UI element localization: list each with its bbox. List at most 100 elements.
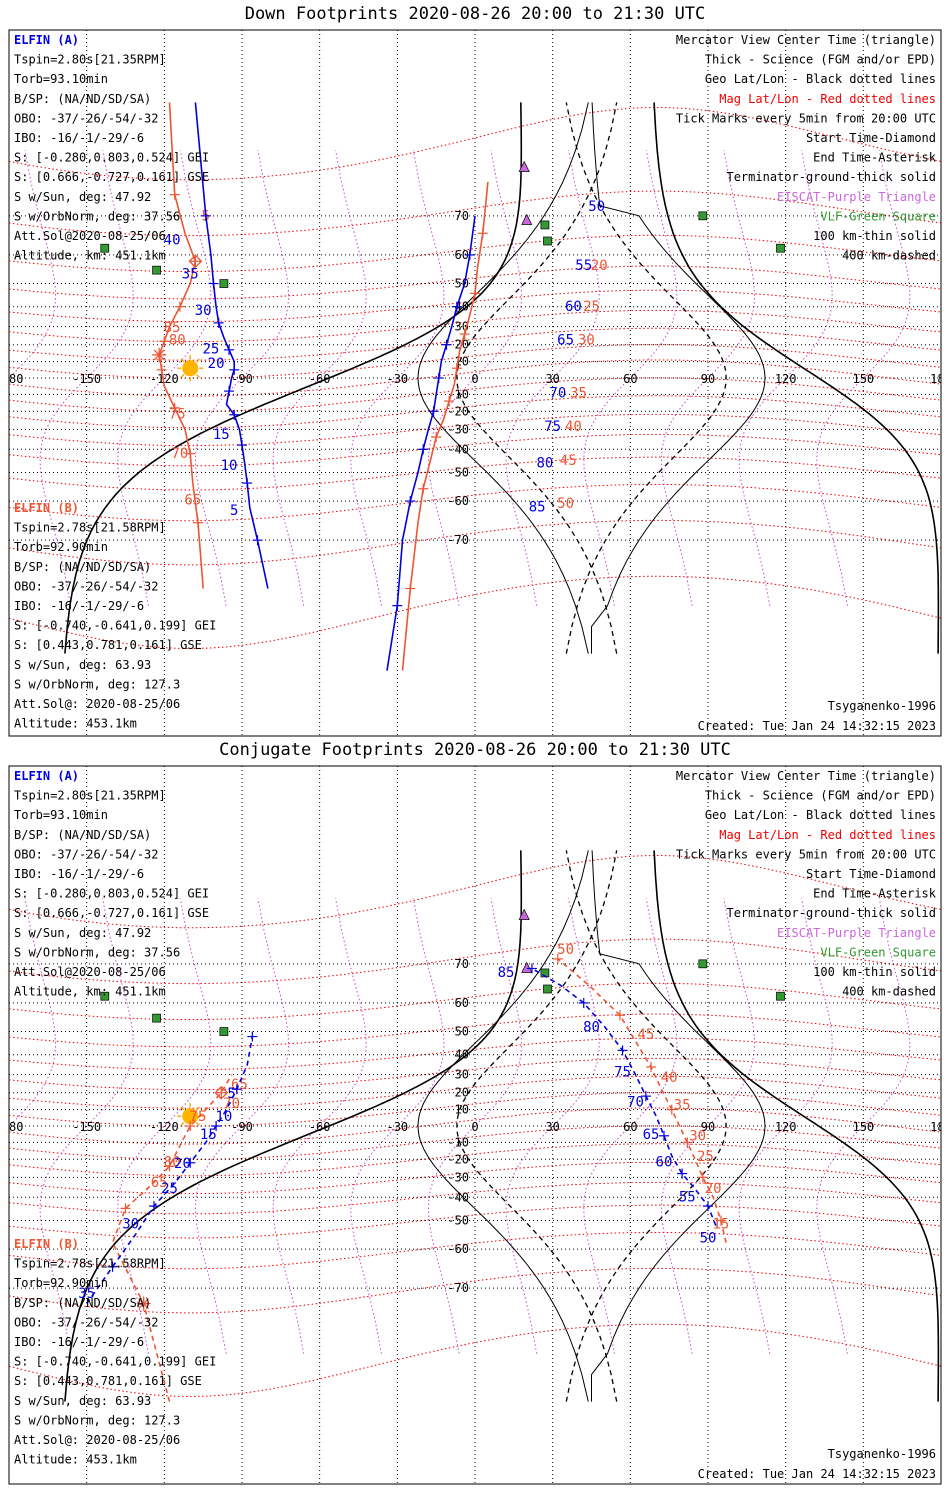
elfin-b-info-line: S w/OrbNorm, deg: 127.3 <box>14 1413 180 1427</box>
lon-tick-label: 90 <box>701 1120 715 1134</box>
elfin-a-info-line: OBO: -37/-26/-54/-32 <box>14 111 159 125</box>
legend-line: Terminator-ground-thick solid <box>726 170 936 184</box>
elfin-a-track-time-label: 35 <box>182 266 199 282</box>
elfin-b-info-line: S: [-0.740,-0.641,0.199] GEI <box>14 619 216 633</box>
lon-tick-label: -180 <box>0 372 23 386</box>
elfin-a-title: ELFIN (A) <box>14 769 79 783</box>
vlf-square <box>698 211 708 221</box>
elfin-a-track-time-label: 30 <box>122 1216 139 1232</box>
elfin-a-info-line: S w/Sun, deg: 47.92 <box>14 190 151 204</box>
sun-icon <box>182 1108 199 1125</box>
elfin-b-track-time-label: 35 <box>570 386 587 402</box>
elfin-a-track-line <box>194 102 269 589</box>
elfin-a-track-time-label: 60 <box>656 1154 673 1170</box>
elfin-a-info-line: S w/OrbNorm, deg: 37.56 <box>14 945 180 959</box>
vlf-square <box>776 991 785 1001</box>
elfin-a-info-line: Att.Sol@2020-08-25/06 <box>14 965 166 979</box>
elfin-a-track-time-label: 70 <box>549 386 566 402</box>
mag-lon-line <box>194 898 290 1354</box>
lon-tick-label: 60 <box>623 372 637 386</box>
legend-line: VLF-Green Square <box>820 209 936 223</box>
elfin-b-track-time-label: 40 <box>661 1070 678 1086</box>
elfin-a-info-line: IBO: -16/-1/-29/-6 <box>14 131 144 145</box>
altitude-100km-east <box>591 102 766 654</box>
elfin-a-track-time-label: 25 <box>161 1181 178 1197</box>
altitude-400km-west <box>456 102 618 654</box>
terminator-east <box>653 102 940 654</box>
elfin-a-track-time-label: 65 <box>643 1127 660 1143</box>
lat-tick-label: -70 <box>447 533 469 547</box>
lat-tick-label: 20 <box>455 1086 469 1100</box>
end-asterisk <box>153 349 165 361</box>
lat-tick-label: 50 <box>455 1025 469 1039</box>
mag-lon-line <box>583 150 678 606</box>
elfin-a-track-time-label: 55 <box>679 1190 696 1206</box>
lon-tick-label: -90 <box>231 372 253 386</box>
terminator-east <box>653 850 940 1402</box>
elfin-a-track-time-label: 75 <box>544 419 561 435</box>
legend-line: Tick Marks every 5min from 20:00 UTC <box>676 111 936 125</box>
elfin-b-track-time-label: 35 <box>674 1098 691 1114</box>
lon-tick-label: 0 <box>471 372 478 386</box>
lon-tick-label: 150 <box>852 1120 874 1134</box>
sun-ray <box>196 1106 200 1111</box>
mag-lon-line <box>738 150 833 606</box>
elfin-a-track-time-label: 80 <box>583 1020 600 1036</box>
mag-lon-line <box>505 898 600 1354</box>
mag-lon-line <box>117 150 212 606</box>
legend-line: 100 km-thin solid <box>813 965 936 979</box>
lon-tick-label: 180 <box>930 1120 950 1134</box>
elfin-a-track-time-label: 55 <box>575 258 592 274</box>
elfin-b-info-line: Att.Sol@: 2020-08-25/06 <box>14 697 180 711</box>
lat-tick-label: 50 <box>455 277 469 291</box>
elfin-a-track-time-label: 10 <box>215 1109 232 1125</box>
lon-tick-label: -30 <box>386 1120 408 1134</box>
mag-lon-line <box>660 898 756 1354</box>
elfin-b-info-line: B/SP: (NA/ND/SD/SA) <box>14 560 151 574</box>
end-asterisk <box>138 1298 150 1310</box>
elfin-a-info-line: B/SP: (NA/ND/SD/SA) <box>14 92 151 106</box>
elfin-b-info-line: S: [0.443,0.781,0.161] GSE <box>14 638 202 652</box>
elfin-b-track-time-label: 30 <box>578 333 595 349</box>
elfin-a-track-time-label: 85 <box>529 499 546 515</box>
elfin-b-track-time-label: 20 <box>705 1181 722 1197</box>
elfin-a-track-time-label: 80 <box>536 455 553 471</box>
lon-tick-label: 150 <box>852 372 874 386</box>
elfin-b-track-time-label: 70 <box>171 446 188 462</box>
elfin-b-info-line: B/SP: (NA/ND/SD/SA) <box>14 1296 151 1310</box>
lat-tick-label: 30 <box>455 1068 469 1082</box>
elfin-a-info-line: S: [-0.280,0.803,0.524] GEI <box>14 887 209 901</box>
elfin-a-track-time-label: 5 <box>227 1086 235 1102</box>
elfin-b-info-line: IBO: -16/-1/-29/-6 <box>14 1335 144 1349</box>
elfin-a-info-line: B/SP: (NA/ND/SD/SA) <box>14 828 151 842</box>
lat-tick-label: -30 <box>447 1170 469 1184</box>
legend-line: Geo Lat/Lon - Black dotted lines <box>705 72 936 86</box>
lon-tick-label: -150 <box>72 1120 101 1134</box>
elfin-b-info-line: OBO: -37/-26/-54/-32 <box>14 579 159 593</box>
sun-ray <box>196 358 200 363</box>
lat-tick-label: 10 <box>455 1103 469 1117</box>
eiscat-triangle <box>518 908 530 920</box>
mag-lon-line <box>427 150 523 606</box>
lat-tick-label: -60 <box>447 494 469 508</box>
lon-tick-label: -180 <box>0 1120 23 1134</box>
lat-tick-label: 60 <box>455 996 469 1010</box>
mag-lon-line <box>350 898 445 1354</box>
elfin-b-track-time-label: 65 <box>151 1175 168 1191</box>
lat-tick-label: 70 <box>455 957 469 971</box>
elfin-a-info-line: Tspin=2.80s[21.35RPM] <box>14 789 166 803</box>
legend-line: Mercator View Center Time (triangle) <box>676 33 936 47</box>
mag-lon-line <box>505 150 600 606</box>
elfin-b-info-line: Torb=92.90min <box>14 540 108 554</box>
conjugate-footprints-panel: -180 -150 -120 -90 -60 -30 0 30 60 90 120 150 180 70 6… <box>0 765 950 1485</box>
lon-tick-label: 180 <box>930 372 950 386</box>
lon-tick-label: 30 <box>545 372 559 386</box>
mag-lon-line <box>660 150 756 606</box>
legend-line: 400 km-dashed <box>842 985 936 999</box>
lon-tick-label: 0 <box>471 1120 478 1134</box>
altitude-400km-west <box>456 850 618 1402</box>
lat-tick-label: -70 <box>447 1281 469 1295</box>
start-diamond <box>188 254 203 269</box>
elfin-b-info-line: Altitude: 453.1km <box>14 1453 137 1467</box>
